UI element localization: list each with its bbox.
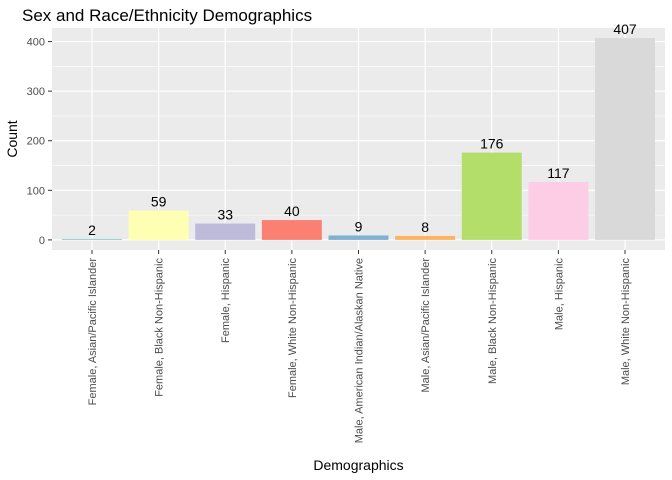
bar-value-label: 9 — [355, 218, 363, 234]
bar — [195, 223, 256, 240]
bar — [328, 235, 389, 240]
bars — [61, 38, 656, 240]
y-tick-label: 200 — [27, 136, 45, 148]
x-tick-label: Male, American Indian/Alaskan Native — [354, 258, 366, 443]
x-tick-label: Male, White Non-Hispanic — [620, 258, 632, 386]
bar-value-label: 40 — [284, 203, 300, 219]
y-tick-label: 100 — [27, 185, 45, 197]
bar — [395, 235, 456, 240]
y-axis-title: Count — [4, 120, 20, 157]
x-tick-label: Female, Black Non-Hispanic — [154, 258, 166, 397]
bar — [261, 220, 322, 240]
bar — [61, 238, 122, 240]
y-tick-label: 400 — [27, 37, 45, 49]
x-tick-label: Female, White Non-Hispanic — [287, 258, 299, 398]
x-tick-label: Male, Hispanic — [553, 258, 565, 331]
bar-value-label: 117 — [547, 165, 570, 181]
y-axis: 0 100 200 300 400 — [27, 37, 52, 247]
x-axis-title: Demographics — [313, 457, 403, 473]
x-tick-label: Male, Asian/Pacific Islander — [420, 258, 432, 393]
bar — [595, 38, 656, 240]
bar-value-label: 33 — [217, 207, 233, 223]
bar-value-label: 2 — [88, 222, 96, 238]
x-tick-label: Male, Black Non-Hispanic — [487, 258, 499, 384]
x-tick-label: Female, Hispanic — [220, 258, 232, 343]
x-tick-label: Female, Asian/Pacific Islander — [87, 258, 99, 406]
bar — [461, 152, 522, 240]
bar-value-labels: 2 59 33 40 9 8 176 117 407 — [88, 21, 637, 238]
y-tick-label: 300 — [27, 86, 45, 98]
bar-value-label: 407 — [613, 21, 637, 37]
bar-value-label: 176 — [480, 136, 504, 152]
bar-value-label: 59 — [151, 194, 167, 210]
bar — [528, 181, 589, 240]
chart-title: Sex and Race/Ethnicity Demographics — [22, 6, 312, 25]
bar-value-label: 8 — [421, 219, 429, 235]
y-tick-label: 0 — [39, 235, 45, 247]
x-axis: Female, Asian/Pacific Islander Female, Bl… — [87, 250, 632, 443]
bar — [128, 210, 189, 240]
